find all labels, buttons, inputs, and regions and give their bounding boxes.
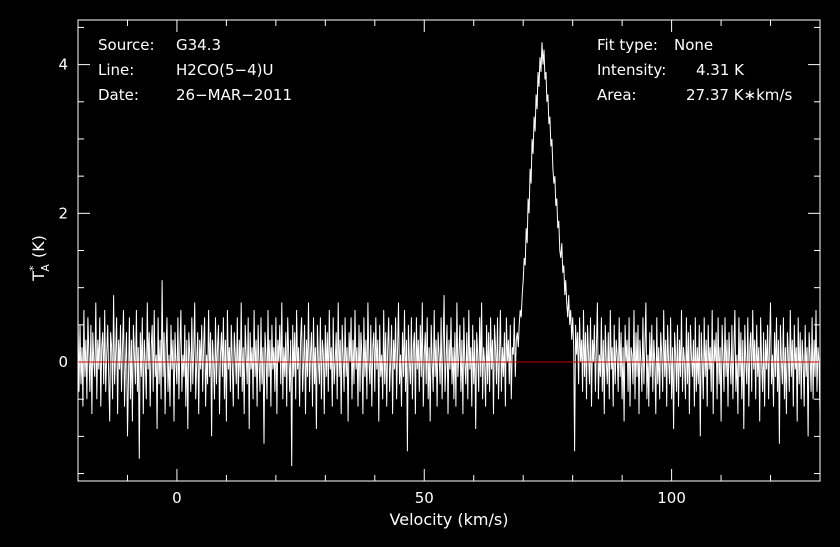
x-axis-label: Velocity (km/s) — [390, 510, 509, 529]
area-value: 27.37 K∗km/s — [686, 86, 792, 104]
header-left: Source: G34.3 Line: H2CO(5−4)U Date: 26−… — [98, 36, 292, 104]
area-key: Area: — [597, 86, 637, 104]
line-value: H2CO(5−4)U — [176, 61, 273, 79]
date-value: 26−MAR−2011 — [176, 86, 292, 104]
y-axis-label: T*A (K) — [27, 235, 52, 282]
y-tick-label: 0 — [58, 353, 68, 371]
intensity-value: 4.31 K — [696, 61, 745, 79]
intensity-key: Intensity: — [597, 61, 666, 79]
y-axis-unit: (K) — [29, 235, 48, 258]
source-value: G34.3 — [176, 36, 221, 54]
y-axis-symbol: T — [29, 271, 48, 282]
fit-type-key: Fit type: — [597, 36, 658, 54]
y-tick-label: 2 — [58, 204, 68, 222]
source-key: Source: — [98, 36, 155, 54]
x-tick-label: 0 — [172, 489, 182, 507]
plot-frame — [77, 19, 821, 482]
spectrum-line — [77, 42, 821, 467]
date-key: Date: — [98, 86, 139, 104]
header-right: Fit type: None Intensity: 4.31 K Area: 2… — [597, 36, 792, 104]
y-tick-label: 4 — [58, 56, 68, 74]
axis-ticks: 0 50 100 0 2 4 — [58, 20, 821, 507]
line-key: Line: — [98, 61, 134, 79]
x-tick-label: 50 — [415, 489, 434, 507]
y-axis-subscript: A — [39, 264, 52, 272]
y-axis-superscript: * — [27, 265, 40, 271]
fit-type-value: None — [674, 36, 713, 54]
x-tick-label: 100 — [657, 489, 686, 507]
svg-text:T*A(K): T*A (K) — [27, 235, 52, 282]
